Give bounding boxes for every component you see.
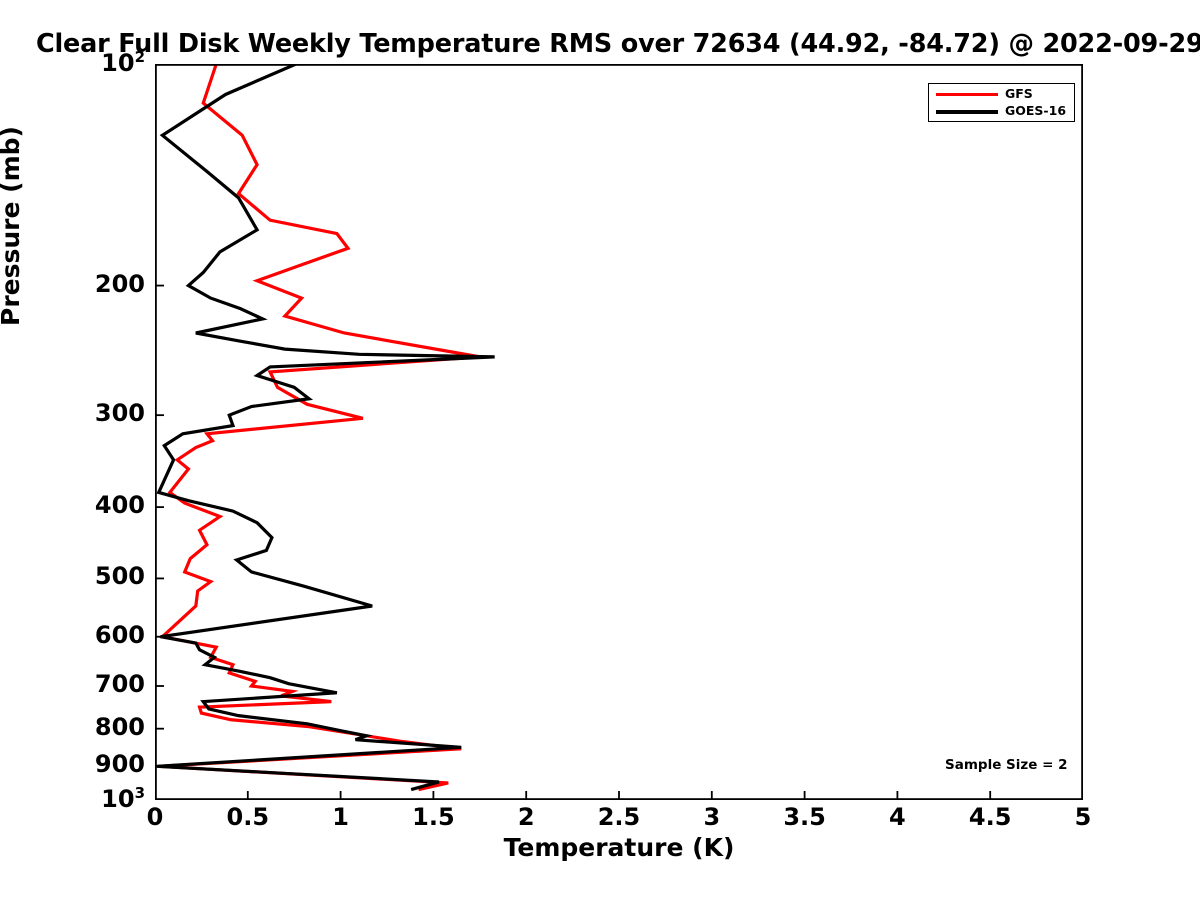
legend-swatch-goes16 (936, 110, 998, 114)
axis-frame (155, 64, 1083, 800)
sample-size-annotation: Sample Size = 2 (945, 757, 1068, 773)
chart-title: Clear Full Disk Weekly Temperature RMS o… (36, 29, 1200, 59)
x-tick-label: 2 (517, 803, 535, 831)
x-tick-label: 0.5 (226, 803, 270, 831)
x-tick-label: 1.5 (412, 803, 455, 831)
axis-frame-layer (155, 64, 1083, 800)
plot-svg (155, 64, 1083, 800)
y-tick-label: 300 (94, 399, 145, 428)
x-tick-label: 2.5 (597, 803, 641, 831)
x-tick-label: 4.5 (968, 803, 1012, 831)
y-tick-label: 200 (94, 269, 145, 298)
y-tick-label: 103 (101, 784, 145, 813)
legend: GFS GOES-16 (928, 83, 1075, 122)
plot-area (155, 64, 1083, 800)
x-tick-label: 3 (703, 803, 721, 831)
legend-item-gfs: GFS (929, 85, 1074, 103)
x-tick-label: 3.5 (783, 803, 826, 831)
series-line-goes-16 (156, 64, 495, 792)
legend-label-gfs: GFS (1005, 86, 1033, 101)
x-tick-label: 1 (332, 803, 349, 831)
y-tick-label: 700 (94, 669, 145, 698)
x-tick-label: 5 (1074, 803, 1092, 831)
y-axis-label: Pressure (mb) (0, 126, 25, 326)
legend-item-goes16: GOES-16 (929, 102, 1074, 120)
y-tick-label: 102 (101, 48, 145, 77)
x-axis-label: Temperature (K) (503, 833, 735, 862)
y-tick-label: 500 (94, 562, 145, 591)
x-tick-label: 4 (889, 803, 906, 831)
legend-swatch-gfs (936, 93, 998, 97)
series-line-gfs (158, 64, 481, 792)
data-series-layer (156, 64, 495, 792)
legend-label-goes16: GOES-16 (1005, 103, 1067, 118)
y-tick-label: 600 (94, 620, 145, 649)
x-tick-label: 0 (146, 803, 164, 831)
y-tick-label: 400 (94, 491, 145, 520)
y-tick-label: 800 (94, 712, 145, 741)
y-tick-label: 900 (94, 750, 145, 779)
